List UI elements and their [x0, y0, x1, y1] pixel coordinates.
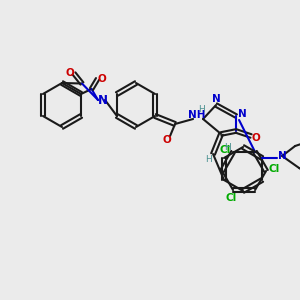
Text: Cl: Cl — [219, 145, 231, 155]
Text: N: N — [98, 94, 108, 106]
Text: NH: NH — [188, 110, 206, 120]
Text: O: O — [97, 74, 106, 84]
Text: N: N — [278, 151, 286, 161]
Text: O: O — [163, 135, 171, 145]
Text: H: H — [198, 106, 204, 115]
Text: H: H — [205, 154, 212, 164]
Text: N: N — [212, 94, 220, 104]
Text: Cl: Cl — [268, 164, 280, 174]
Text: Cl: Cl — [225, 193, 237, 203]
Text: O: O — [66, 68, 74, 79]
Text: O: O — [252, 133, 260, 143]
Text: H: H — [224, 143, 230, 152]
Text: N: N — [238, 109, 246, 119]
